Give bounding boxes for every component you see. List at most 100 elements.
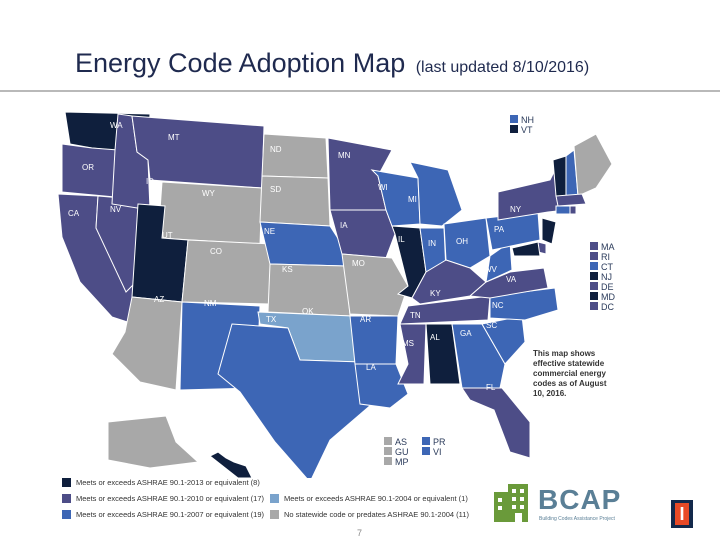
state-la — [354, 363, 409, 409]
state-label-hi: HI — [236, 443, 244, 452]
state-label-ky: KY — [430, 289, 441, 298]
legend-item-none: No statewide code or predates ASHRAE 90.… — [270, 510, 469, 519]
state-label-ak: AK — [116, 397, 127, 406]
bcap-logo: BCAP Building Codes Assistance Project — [492, 480, 622, 524]
state-label-nd: ND — [270, 145, 282, 154]
state-label-nv: NV — [110, 205, 122, 214]
state-ar — [349, 315, 399, 365]
state-label-ms: MS — [402, 339, 414, 348]
state-hi — [209, 451, 253, 478]
ne-side-label-ri: RI — [601, 252, 610, 262]
state-label-sc: SC — [486, 321, 497, 330]
state-label-oh: OH — [456, 237, 468, 246]
state-label-tx: TX — [266, 315, 277, 324]
state-label-nc: NC — [492, 301, 504, 310]
state-label-mn: MN — [338, 151, 351, 160]
state-label-wi: WI — [378, 183, 388, 192]
logo-name: BCAP — [538, 484, 622, 515]
state-label-in: IN — [428, 239, 436, 248]
title-text: Energy Code Adoption Map — [75, 48, 406, 78]
state-fl — [461, 387, 531, 459]
state-tx — [217, 323, 373, 478]
legend-swatch — [62, 478, 71, 487]
legend-label: Meets or exceeds ASHRAE 90.1-2004 or equ… — [284, 494, 468, 503]
ne-side-label-dc: DC — [601, 302, 614, 312]
state-ct — [555, 205, 571, 215]
state-ga — [451, 323, 506, 389]
territory-label-gu: GU — [395, 447, 409, 457]
territory-swatch-pr — [422, 437, 430, 445]
territory-swatch-as — [384, 437, 392, 445]
state-label-nm: NM — [204, 299, 217, 308]
state-label-va: VA — [506, 275, 517, 284]
state-al — [425, 323, 461, 385]
state-label-wv: WV — [484, 265, 498, 274]
state-label-ut: UT — [162, 231, 173, 240]
ne-side-swatch-ri — [590, 252, 598, 260]
state-oh — [443, 217, 491, 269]
legend-label: Meets or exceeds ASHRAE 90.1-2013 or equ… — [76, 478, 260, 487]
ne-top-swatch-nh — [510, 115, 518, 123]
state-label-ne: NE — [264, 227, 275, 236]
state-label-la: LA — [366, 363, 376, 372]
state-nc — [489, 287, 559, 321]
state-ky — [411, 259, 487, 305]
ne-top-label-nh: NH — [521, 115, 534, 125]
state-mi — [409, 161, 463, 227]
ne-side-label-de: DE — [601, 282, 614, 292]
legend-swatch — [270, 494, 279, 503]
ne-side-swatch-ma — [590, 242, 598, 250]
title-divider — [0, 90, 720, 92]
legend-label: Meets or exceeds ASHRAE 90.1-2010 or equ… — [76, 494, 265, 503]
legend-label: Meets or exceeds ASHRAE 90.1-2007 or equ… — [76, 510, 265, 519]
territory-swatch-vi — [422, 447, 430, 455]
state-label-mi: MI — [408, 195, 417, 204]
territory-swatch-gu — [384, 447, 392, 455]
ne-side-label-md: MD — [601, 292, 615, 302]
state-md — [511, 241, 541, 257]
legend-item-2010: Meets or exceeds ASHRAE 90.1-2010 or equ… — [62, 494, 264, 503]
state-ms — [397, 323, 427, 385]
state-label-ok: OK — [302, 307, 314, 316]
ne-side-swatch-de — [590, 282, 598, 290]
state-label-or: OR — [82, 163, 94, 172]
territory-label-mp: MP — [395, 457, 409, 467]
slide-title: Energy Code Adoption Map (last updated 8… — [75, 48, 589, 79]
state-label-mt: MT — [168, 133, 180, 142]
ne-side-label-ct: CT — [601, 262, 613, 272]
legend-swatch — [62, 494, 71, 503]
ne-top-label-vt: VT — [521, 125, 533, 135]
territory-label-vi: VI — [433, 447, 442, 457]
territory-swatch-mp — [384, 457, 392, 465]
state-label-wa: WA — [110, 121, 123, 130]
ne-side-swatch-ct — [590, 262, 598, 270]
state-sd — [259, 175, 331, 227]
state-label-ny: NY — [510, 205, 522, 214]
state-nj — [541, 217, 557, 245]
territory-label-pr: PR — [433, 437, 446, 447]
legend-item-2004: Meets or exceeds ASHRAE 90.1-2004 or equ… — [270, 494, 468, 503]
legend-swatch — [270, 510, 279, 519]
state-label-az: AZ — [154, 295, 164, 304]
ne-side-swatch-dc — [590, 302, 598, 310]
legend-label: No statewide code or predates ASHRAE 90.… — [284, 510, 469, 519]
building-icon — [494, 484, 528, 522]
territory-label-as: AS — [395, 437, 407, 447]
subtitle-text: (last updated 8/10/2016) — [415, 59, 590, 76]
ne-side-swatch-nj — [590, 272, 598, 280]
state-mo — [341, 253, 409, 317]
state-nd — [261, 133, 329, 179]
block-i-icon: I — [675, 503, 689, 525]
state-label-ga: GA — [460, 329, 472, 338]
state-ri — [569, 205, 577, 215]
state-tn — [399, 295, 491, 325]
legend-swatch — [62, 510, 71, 519]
state-mt — [131, 115, 265, 189]
energy-code-map: WA OR CA ID NV MT WY UT AZ CO NM ND SD NE KS OK TX MN IA MO… — [57, 111, 615, 478]
ne-side-swatch-md — [590, 292, 598, 300]
map-note: This map shows effective statewide comme… — [533, 349, 607, 398]
state-me — [573, 133, 613, 197]
state-label-tn: TN — [410, 311, 421, 320]
state-co — [181, 239, 273, 305]
state-ia — [329, 209, 396, 259]
